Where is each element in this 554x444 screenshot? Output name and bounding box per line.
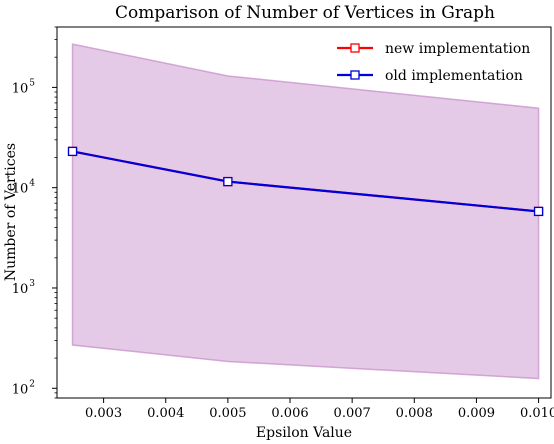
plot-frame: [56, 26, 552, 399]
y-tick-exponent: 5: [29, 78, 35, 88]
band-layer: [71, 43, 540, 380]
y-tick-label: 102: [12, 379, 35, 397]
x-tick-label: 0.009: [458, 406, 495, 421]
x-tick-label: 0.006: [271, 406, 308, 421]
legend-marker-0: [350, 43, 360, 53]
legend-label-0: new implementation: [385, 41, 530, 57]
x-tick-label: 0.004: [147, 406, 184, 421]
y-tick-exponent: 4: [29, 179, 35, 189]
shaded-band: [71, 43, 540, 380]
data-point: [533, 206, 544, 217]
legend: new implementation old implementation: [337, 41, 530, 84]
y-tick-label: 105: [12, 78, 36, 96]
y-tick-exponent: 3: [29, 279, 35, 289]
chart-title: Comparison of Number of Vertices in Grap…: [115, 3, 495, 23]
data-point: [67, 146, 78, 157]
data-point: [223, 176, 233, 187]
legend-marker-1: [350, 70, 360, 80]
x-axis: 0.003 0.004 0.005 0.006 0.007 0.008 0.009 0.010: [85, 398, 554, 421]
x-tick-label: 0.005: [209, 406, 246, 421]
y-tick-exponent: 2: [29, 379, 35, 389]
y-axis-label: Number of Vertices: [3, 143, 19, 281]
legend-label-1: old implementation: [385, 68, 523, 84]
x-tick-label: 0.008: [396, 406, 433, 421]
marker-layer: [67, 146, 544, 217]
x-tick-label: 0.007: [334, 406, 371, 421]
x-tick-label: 0.003: [85, 406, 122, 421]
x-axis-label: Epsilon Value: [256, 425, 352, 441]
x-tick-label: 0.010: [520, 406, 554, 421]
